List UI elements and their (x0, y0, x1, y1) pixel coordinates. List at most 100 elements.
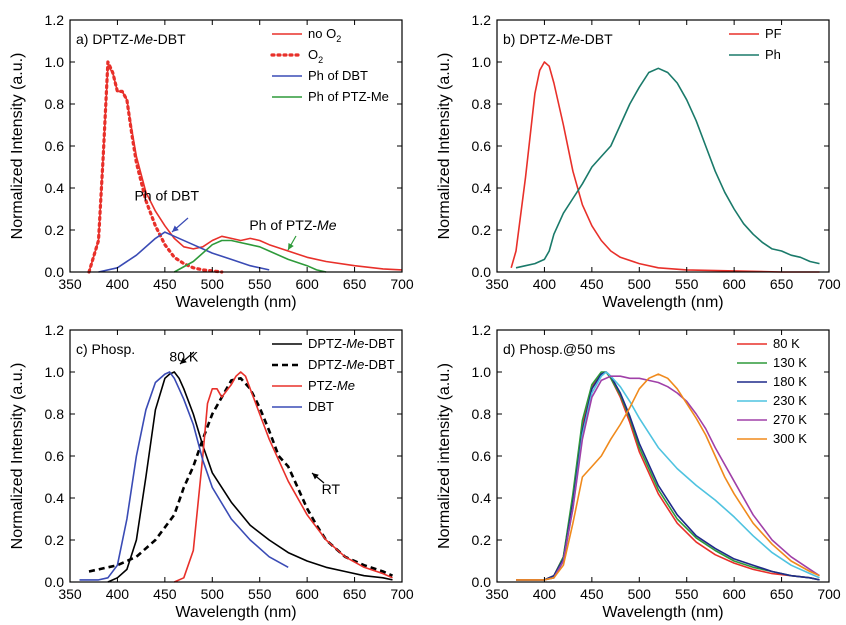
annotation: 80 K (169, 349, 198, 365)
x-tick-label: 350 (485, 586, 509, 602)
annotation-arrowhead (172, 225, 179, 232)
y-tick-label: 0.8 (45, 406, 65, 422)
y-tick-label: 0.8 (45, 96, 65, 112)
y-tick-label: 0.4 (45, 490, 65, 506)
panel-b: 350 400 450 500 550 600 650 700 0.0 0.2 0.4 0.6 0.8 1… (436, 12, 841, 311)
x-tick-label: 400 (533, 276, 557, 292)
series-line-4 (79, 371, 289, 581)
x-tick-label: 600 (295, 276, 319, 292)
y-tick-label: 1.2 (472, 322, 492, 338)
legend: no O2 O2 Ph of DBT Ph of PTZ-Me (270, 26, 389, 104)
legend-label: 180 K (773, 374, 807, 389)
x-tick-label: 650 (770, 276, 794, 292)
legend: 80 K 130 K 180 K 230 K 270 K 300 K (737, 336, 807, 446)
y-tick-label: 1.0 (472, 54, 492, 70)
x-tick-label: 600 (722, 586, 746, 602)
series-line-2 (87, 60, 224, 274)
x-tick-label: 500 (201, 276, 225, 292)
y-axis-label: Normalized Intensity (a.u.) (436, 53, 453, 240)
legend-label: 300 K (773, 431, 807, 446)
y-tick-label: 1.0 (45, 54, 65, 70)
series-line-1 (107, 371, 393, 583)
x-tick-label: 650 (343, 276, 367, 292)
legend-label: 80 K (773, 336, 800, 351)
x-tick-label: 500 (201, 586, 225, 602)
x-tick-label: 700 (817, 586, 841, 602)
legend-label: Ph (765, 47, 781, 62)
y-axis-label: Normalized Intensity (a.u.) (9, 363, 26, 550)
x-tick-label: 450 (580, 586, 604, 602)
x-tick-label: 700 (390, 276, 414, 292)
legend-label: DBT (308, 399, 334, 414)
x-tick-label: 400 (106, 276, 130, 292)
x-tick-label: 600 (295, 586, 319, 602)
y-tick-label: 0.8 (472, 96, 492, 112)
plot-frame (69, 19, 403, 273)
panel-title: c) Phosp. (76, 341, 135, 357)
y-tick-label: 1.2 (472, 12, 492, 28)
x-tick-label: 400 (533, 586, 557, 602)
x-tick-label: 550 (248, 276, 272, 292)
y-tick-label: 1.2 (45, 322, 65, 338)
legend-label: Ph of PTZ-Me (308, 89, 389, 104)
annotation-arrowhead (312, 473, 319, 480)
y-tick-label: 0.0 (45, 264, 65, 280)
y-axis-label: Normalized Intensity (a.u.) (9, 53, 26, 240)
legend: DPTZ-Me-DBT DPTZ-Me-DBT PTZ-Me DBT (272, 336, 395, 414)
x-tick-label: 450 (580, 276, 604, 292)
series-line-3 (98, 231, 270, 273)
panel-title: b) DPTZ-Me-DBT (503, 31, 613, 47)
y-tick-label: 0.0 (45, 574, 65, 590)
y-tick-label: 0.0 (472, 264, 492, 280)
panel-title: a) DPTZ-Me-DBT (76, 31, 186, 47)
y-tick-label: 0.2 (472, 222, 492, 238)
y-tick-label: 0.2 (472, 532, 492, 548)
x-tick-label: 650 (770, 586, 794, 602)
x-tick-label: 450 (153, 276, 177, 292)
legend-label: DPTZ-Me-DBT (308, 336, 395, 351)
legend-label: O2 (308, 47, 323, 65)
x-tick-label: 500 (628, 276, 652, 292)
annotation: Ph of PTZ-Me (249, 217, 336, 233)
series-line-2 (515, 67, 820, 269)
annotation: RT (322, 481, 341, 497)
x-tick-label: 350 (485, 276, 509, 292)
legend-label: 230 K (773, 393, 807, 408)
legend-label: 130 K (773, 355, 807, 370)
y-tick-label: 0.6 (472, 448, 492, 464)
x-tick-label: 350 (58, 586, 82, 602)
legend-label: no O2 (308, 26, 341, 44)
y-axis-label: Normalized intensity (a.u.) (436, 363, 453, 549)
y-tick-label: 0.6 (45, 138, 65, 154)
y-tick-label: 0.0 (472, 574, 492, 590)
y-tick-label: 0.6 (472, 138, 492, 154)
legend-label: 270 K (773, 412, 807, 427)
x-tick-label: 550 (248, 586, 272, 602)
y-tick-label: 0.4 (472, 180, 492, 196)
series-line-4 (173, 239, 327, 273)
legend: PF Ph (729, 26, 782, 62)
y-tick-label: 0.4 (472, 490, 492, 506)
y-tick-label: 0.4 (45, 180, 65, 196)
x-axis-label: Wavelength (nm) (175, 604, 296, 621)
x-axis-label: Wavelength (nm) (602, 604, 723, 621)
series-line-3 (173, 371, 393, 583)
x-tick-label: 500 (628, 586, 652, 602)
x-tick-label: 600 (722, 276, 746, 292)
series-line-5 (516, 375, 820, 581)
x-tick-label: 550 (675, 276, 699, 292)
panel-c: 350 400 450 500 550 600 650 700 0.0 0.2 0.4 0.6 0.8 1… (9, 322, 414, 621)
y-tick-label: 0.2 (45, 222, 65, 238)
y-tick-label: 0.8 (472, 406, 492, 422)
x-axis-label: Wavelength (nm) (175, 294, 296, 311)
annotation-arrowhead (180, 357, 187, 364)
series-line-1 (510, 61, 820, 273)
legend-label: PTZ-Me (308, 378, 355, 393)
x-tick-label: 700 (390, 586, 414, 602)
x-tick-label: 400 (106, 586, 130, 602)
series-line-6 (516, 373, 820, 581)
annotation-arrowhead (288, 243, 294, 250)
x-tick-label: 700 (817, 276, 841, 292)
x-tick-label: 450 (153, 586, 177, 602)
